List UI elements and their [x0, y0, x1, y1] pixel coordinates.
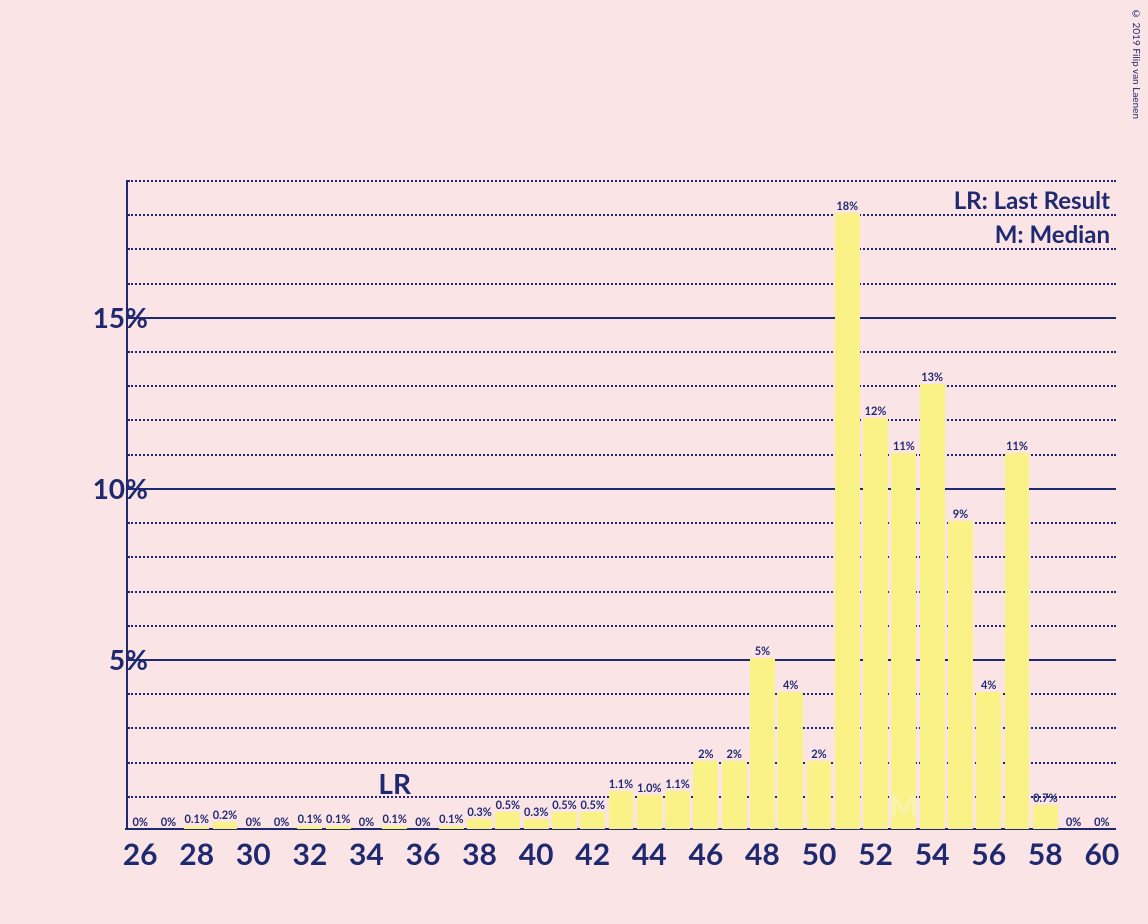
bar — [609, 791, 634, 829]
bar-value-label: 0% — [246, 816, 261, 829]
gridline-minor — [128, 180, 1116, 182]
gridline-minor — [128, 454, 1116, 456]
bar — [495, 812, 520, 829]
bar — [778, 692, 803, 829]
bar-value-label: 0.2% — [213, 809, 237, 822]
gridline-major — [128, 317, 1116, 319]
x-tick-label: 54 — [915, 836, 950, 872]
bar — [835, 213, 860, 829]
bar — [948, 521, 973, 829]
x-tick-label: 50 — [802, 836, 837, 872]
bar-value-label: 11% — [893, 440, 915, 453]
x-tick-label: 40 — [519, 836, 554, 872]
bar — [467, 819, 492, 829]
y-tick-label: 5% — [68, 642, 148, 676]
x-tick-label: 38 — [462, 836, 497, 872]
bar-value-label: 13% — [921, 371, 943, 384]
bar — [665, 791, 690, 829]
bar — [382, 826, 407, 829]
bar-value-label: 0.7% — [1033, 792, 1057, 805]
bar — [297, 826, 322, 829]
bar-value-label: 0% — [161, 816, 176, 829]
bar-value-label: 0.3% — [524, 806, 548, 819]
bar — [213, 822, 238, 829]
bar — [920, 384, 945, 829]
x-tick-label: 52 — [858, 836, 893, 872]
x-tick-label: 48 — [745, 836, 780, 872]
gridline-minor — [128, 385, 1116, 387]
legend-last-result: LR: Last Result — [954, 186, 1110, 215]
bar — [976, 692, 1001, 829]
bar-value-label: 0.3% — [467, 806, 491, 819]
bar-value-label: 0% — [1094, 816, 1109, 829]
x-tick-label: 28 — [179, 836, 214, 872]
bar — [863, 418, 888, 829]
bar — [637, 795, 662, 829]
x-tick-label: 26 — [123, 836, 158, 872]
bar-value-label: 18% — [836, 200, 858, 213]
x-tick-label: 44 — [632, 836, 667, 872]
bar-value-label: 11% — [1006, 440, 1028, 453]
bar-value-label: 0% — [274, 816, 289, 829]
bar — [1005, 453, 1030, 829]
x-tick-label: 30 — [236, 836, 271, 872]
bar — [722, 761, 747, 829]
bar-value-label: 12% — [865, 405, 887, 418]
bar — [750, 658, 775, 829]
gridline-major — [128, 488, 1116, 490]
bar-value-label: 1.0% — [637, 782, 661, 795]
bar-value-label: 9% — [953, 508, 968, 521]
bar — [184, 826, 209, 829]
bar — [439, 826, 464, 829]
bar-value-label: 0% — [415, 816, 430, 829]
median-marker: M — [890, 788, 918, 824]
gridline-minor — [128, 351, 1116, 353]
bar-value-label: 1.1% — [665, 778, 689, 791]
bar-value-label: 0.1% — [439, 813, 463, 826]
x-tick-label: 60 — [1084, 836, 1119, 872]
bar-value-label: 5% — [755, 645, 770, 658]
bar-value-label: 2% — [726, 748, 741, 761]
bar-value-label: 0.1% — [185, 813, 209, 826]
bar-value-label: 1.1% — [609, 778, 633, 791]
bar — [326, 826, 351, 829]
y-tick-label: 10% — [68, 471, 148, 505]
last-result-marker: LR — [378, 766, 411, 800]
bar-value-label: 2% — [698, 748, 713, 761]
bar-value-label: 0.1% — [298, 813, 322, 826]
bar — [524, 819, 549, 829]
x-tick-label: 36 — [406, 836, 441, 872]
bar-value-label: 4% — [981, 679, 996, 692]
bar — [580, 812, 605, 829]
bar-value-label: 0.5% — [552, 799, 576, 812]
x-tick-label: 58 — [1028, 836, 1063, 872]
bar — [693, 761, 718, 829]
bar-value-label: 0% — [359, 816, 374, 829]
bar-value-label: 4% — [783, 679, 798, 692]
x-tick-label: 34 — [349, 836, 384, 872]
legend-median: M: Median — [995, 220, 1110, 249]
gridline-minor — [128, 283, 1116, 285]
x-tick-label: 42 — [575, 836, 610, 872]
y-axis — [126, 180, 128, 830]
bar — [1033, 805, 1058, 829]
gridline-minor — [128, 248, 1116, 250]
x-tick-label: 56 — [971, 836, 1006, 872]
bar-value-label: 2% — [811, 748, 826, 761]
gridline-minor — [128, 419, 1116, 421]
bar — [891, 453, 916, 829]
bar-value-label: 0.5% — [581, 799, 605, 812]
bar-value-label: 0.1% — [383, 813, 407, 826]
bar-value-label: 0.1% — [326, 813, 350, 826]
bar-value-label: 0.5% — [496, 799, 520, 812]
chart-plot-area: 0% 0% 0.1% 0.2% 0% 0% 0.1% 0.1% 0% 0.1% 0% 0.1% 0.3%… — [126, 180, 1116, 830]
y-tick-label: 15% — [68, 300, 148, 334]
x-tick-label: 32 — [292, 836, 327, 872]
bar-value-label: 0% — [132, 816, 147, 829]
copyright-text: © 2019 Filip van Laenen — [1130, 8, 1142, 119]
x-tick-label: 46 — [688, 836, 723, 872]
bar-value-label: 0% — [1066, 816, 1081, 829]
bar — [807, 761, 832, 829]
bar — [552, 812, 577, 829]
